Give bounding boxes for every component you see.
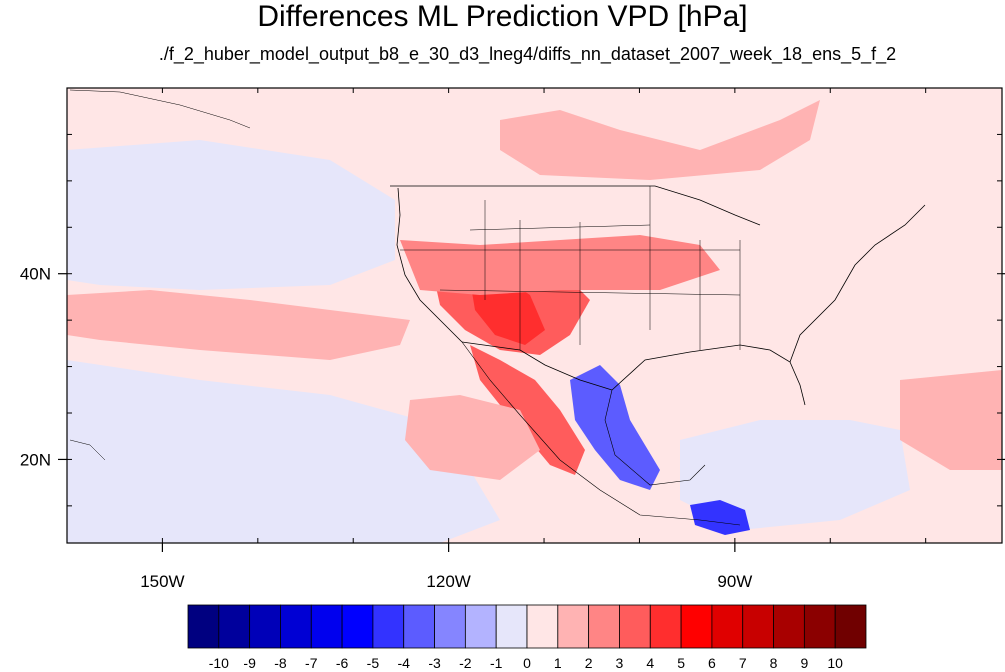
colorbar-swatch bbox=[834, 604, 867, 649]
colorbar-swatch bbox=[495, 604, 528, 649]
field-region-pacific-band bbox=[67, 100, 1002, 480]
colorbar-swatch bbox=[372, 604, 405, 649]
colorbar-label: -7 bbox=[305, 655, 318, 671]
colorbar-label: 10 bbox=[827, 655, 843, 671]
colorbar-swatch bbox=[557, 604, 590, 649]
colorbar-label: 3 bbox=[616, 655, 624, 671]
x-tick-label: 150W bbox=[140, 572, 184, 591]
colorbar-swatch bbox=[588, 604, 620, 649]
colorbar-label: -10 bbox=[209, 655, 229, 671]
field-region-western-mexico bbox=[470, 345, 585, 475]
colorbar-swatch bbox=[310, 604, 343, 649]
field-region-great-plains bbox=[400, 235, 720, 295]
colorbar-swatch bbox=[711, 604, 744, 649]
colorbar: -10 -9 -8 -7 -6 -5 -4 -3 -2 -1 0 1 2 3 4 5 6 7 8 9 10 bbox=[187, 604, 867, 671]
colorbar-label: 6 bbox=[708, 655, 716, 671]
colorbar-swatch bbox=[526, 604, 559, 649]
colorbar-swatch bbox=[218, 604, 251, 649]
colorbar-label: 8 bbox=[770, 655, 778, 671]
chart-subtitle: ./f_2_huber_model_output_b8_e_30_d3_lneg… bbox=[158, 44, 897, 64]
y-tick-label: 20N bbox=[20, 450, 51, 469]
colorbar-swatch bbox=[341, 604, 374, 649]
colorbar-label: 9 bbox=[800, 655, 808, 671]
plot-frame bbox=[66, 87, 1003, 544]
colorbar-swatch bbox=[803, 604, 836, 649]
colorbar-swatch bbox=[649, 604, 682, 649]
field-region-north-pacific-negative bbox=[67, 140, 910, 543]
colorbar-label: 5 bbox=[677, 655, 685, 671]
colorbar-label: -8 bbox=[274, 655, 287, 671]
colorbar-label: -9 bbox=[243, 655, 256, 671]
colorbar-label: 0 bbox=[523, 655, 531, 671]
colorbar-swatch bbox=[680, 604, 713, 649]
colorbar-label: -3 bbox=[428, 655, 441, 671]
colorbar-swatch bbox=[773, 604, 805, 649]
chart-title: Differences ML Prediction VPD [hPa] bbox=[257, 0, 748, 33]
colorbar-label: -2 bbox=[459, 655, 472, 671]
colorbar-label: 1 bbox=[554, 655, 562, 671]
colorbar-label: -6 bbox=[336, 655, 349, 671]
field-region-central-america-negative bbox=[690, 500, 750, 535]
colorbar-label: 2 bbox=[585, 655, 593, 671]
y-tick-label: 40N bbox=[20, 265, 51, 284]
vpd-field bbox=[67, 88, 1002, 543]
colorbar-swatch bbox=[742, 604, 774, 649]
colorbar-label: 7 bbox=[739, 655, 747, 671]
field-region-eastern-mexico-negative bbox=[570, 365, 660, 490]
colorbar-swatch bbox=[249, 604, 281, 649]
x-tick-label: 120W bbox=[426, 572, 470, 591]
colorbar-swatch bbox=[187, 604, 220, 649]
colorbar-swatch bbox=[619, 604, 651, 649]
colorbar-label: 4 bbox=[646, 655, 654, 671]
colorbar-swatch bbox=[280, 604, 312, 649]
colorbar-swatch bbox=[434, 604, 466, 649]
colorbar-swatch bbox=[464, 604, 497, 649]
country-borders bbox=[69, 89, 926, 526]
colorbar-label: -1 bbox=[490, 655, 503, 671]
colorbar-label: -5 bbox=[367, 655, 380, 671]
axis-ticks: 150W 120W 90W 40N 20N bbox=[20, 87, 1005, 591]
colorbar-swatch bbox=[403, 604, 435, 649]
colorbar-label: -4 bbox=[398, 655, 411, 671]
x-tick-label: 90W bbox=[717, 572, 752, 591]
